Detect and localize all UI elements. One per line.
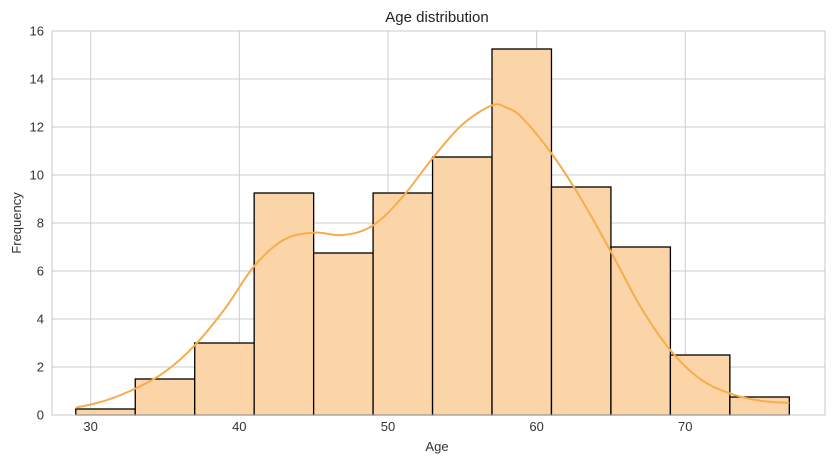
x-tick-label: 30 [83,419,97,434]
histogram-bar [194,342,255,416]
y-tick-label: 6 [37,264,44,279]
y-tick-label: 8 [37,216,44,231]
kde-curve [75,103,790,409]
x-tick-label: 50 [381,419,395,434]
y-tick-label: 0 [37,408,44,423]
x-tick-label: 70 [678,419,692,434]
histogram-bar [312,252,374,416]
histogram-bar [491,48,553,416]
x-tick-label: 40 [232,419,246,434]
histogram-bar [253,192,315,416]
tick-labels: 0 2 4 6 8 10 12 14 16 30 40 50 60 70 [30,24,693,435]
histogram-bar [669,354,731,416]
y-tick-label: 4 [37,312,44,327]
bars-layer [75,48,790,416]
y-axis-label: Frequency [9,192,24,254]
histogram-bar [372,192,434,416]
histogram-bar [550,186,612,416]
histogram-bar [75,408,136,416]
y-tick-label: 16 [30,24,44,39]
chart-title: Age distribution [385,9,488,26]
y-tick-label: 12 [30,120,44,135]
plot-frame [51,30,826,416]
histogram-bar [431,156,493,416]
y-tick-label: 10 [30,168,44,183]
x-axis-label: Age [425,439,448,454]
x-tick-label: 60 [529,419,543,434]
y-tick-label: 14 [30,72,44,87]
y-tick-label: 2 [37,360,44,375]
axes-frame [51,30,826,416]
histogram-bar [610,246,672,416]
kde-layer [75,103,790,409]
